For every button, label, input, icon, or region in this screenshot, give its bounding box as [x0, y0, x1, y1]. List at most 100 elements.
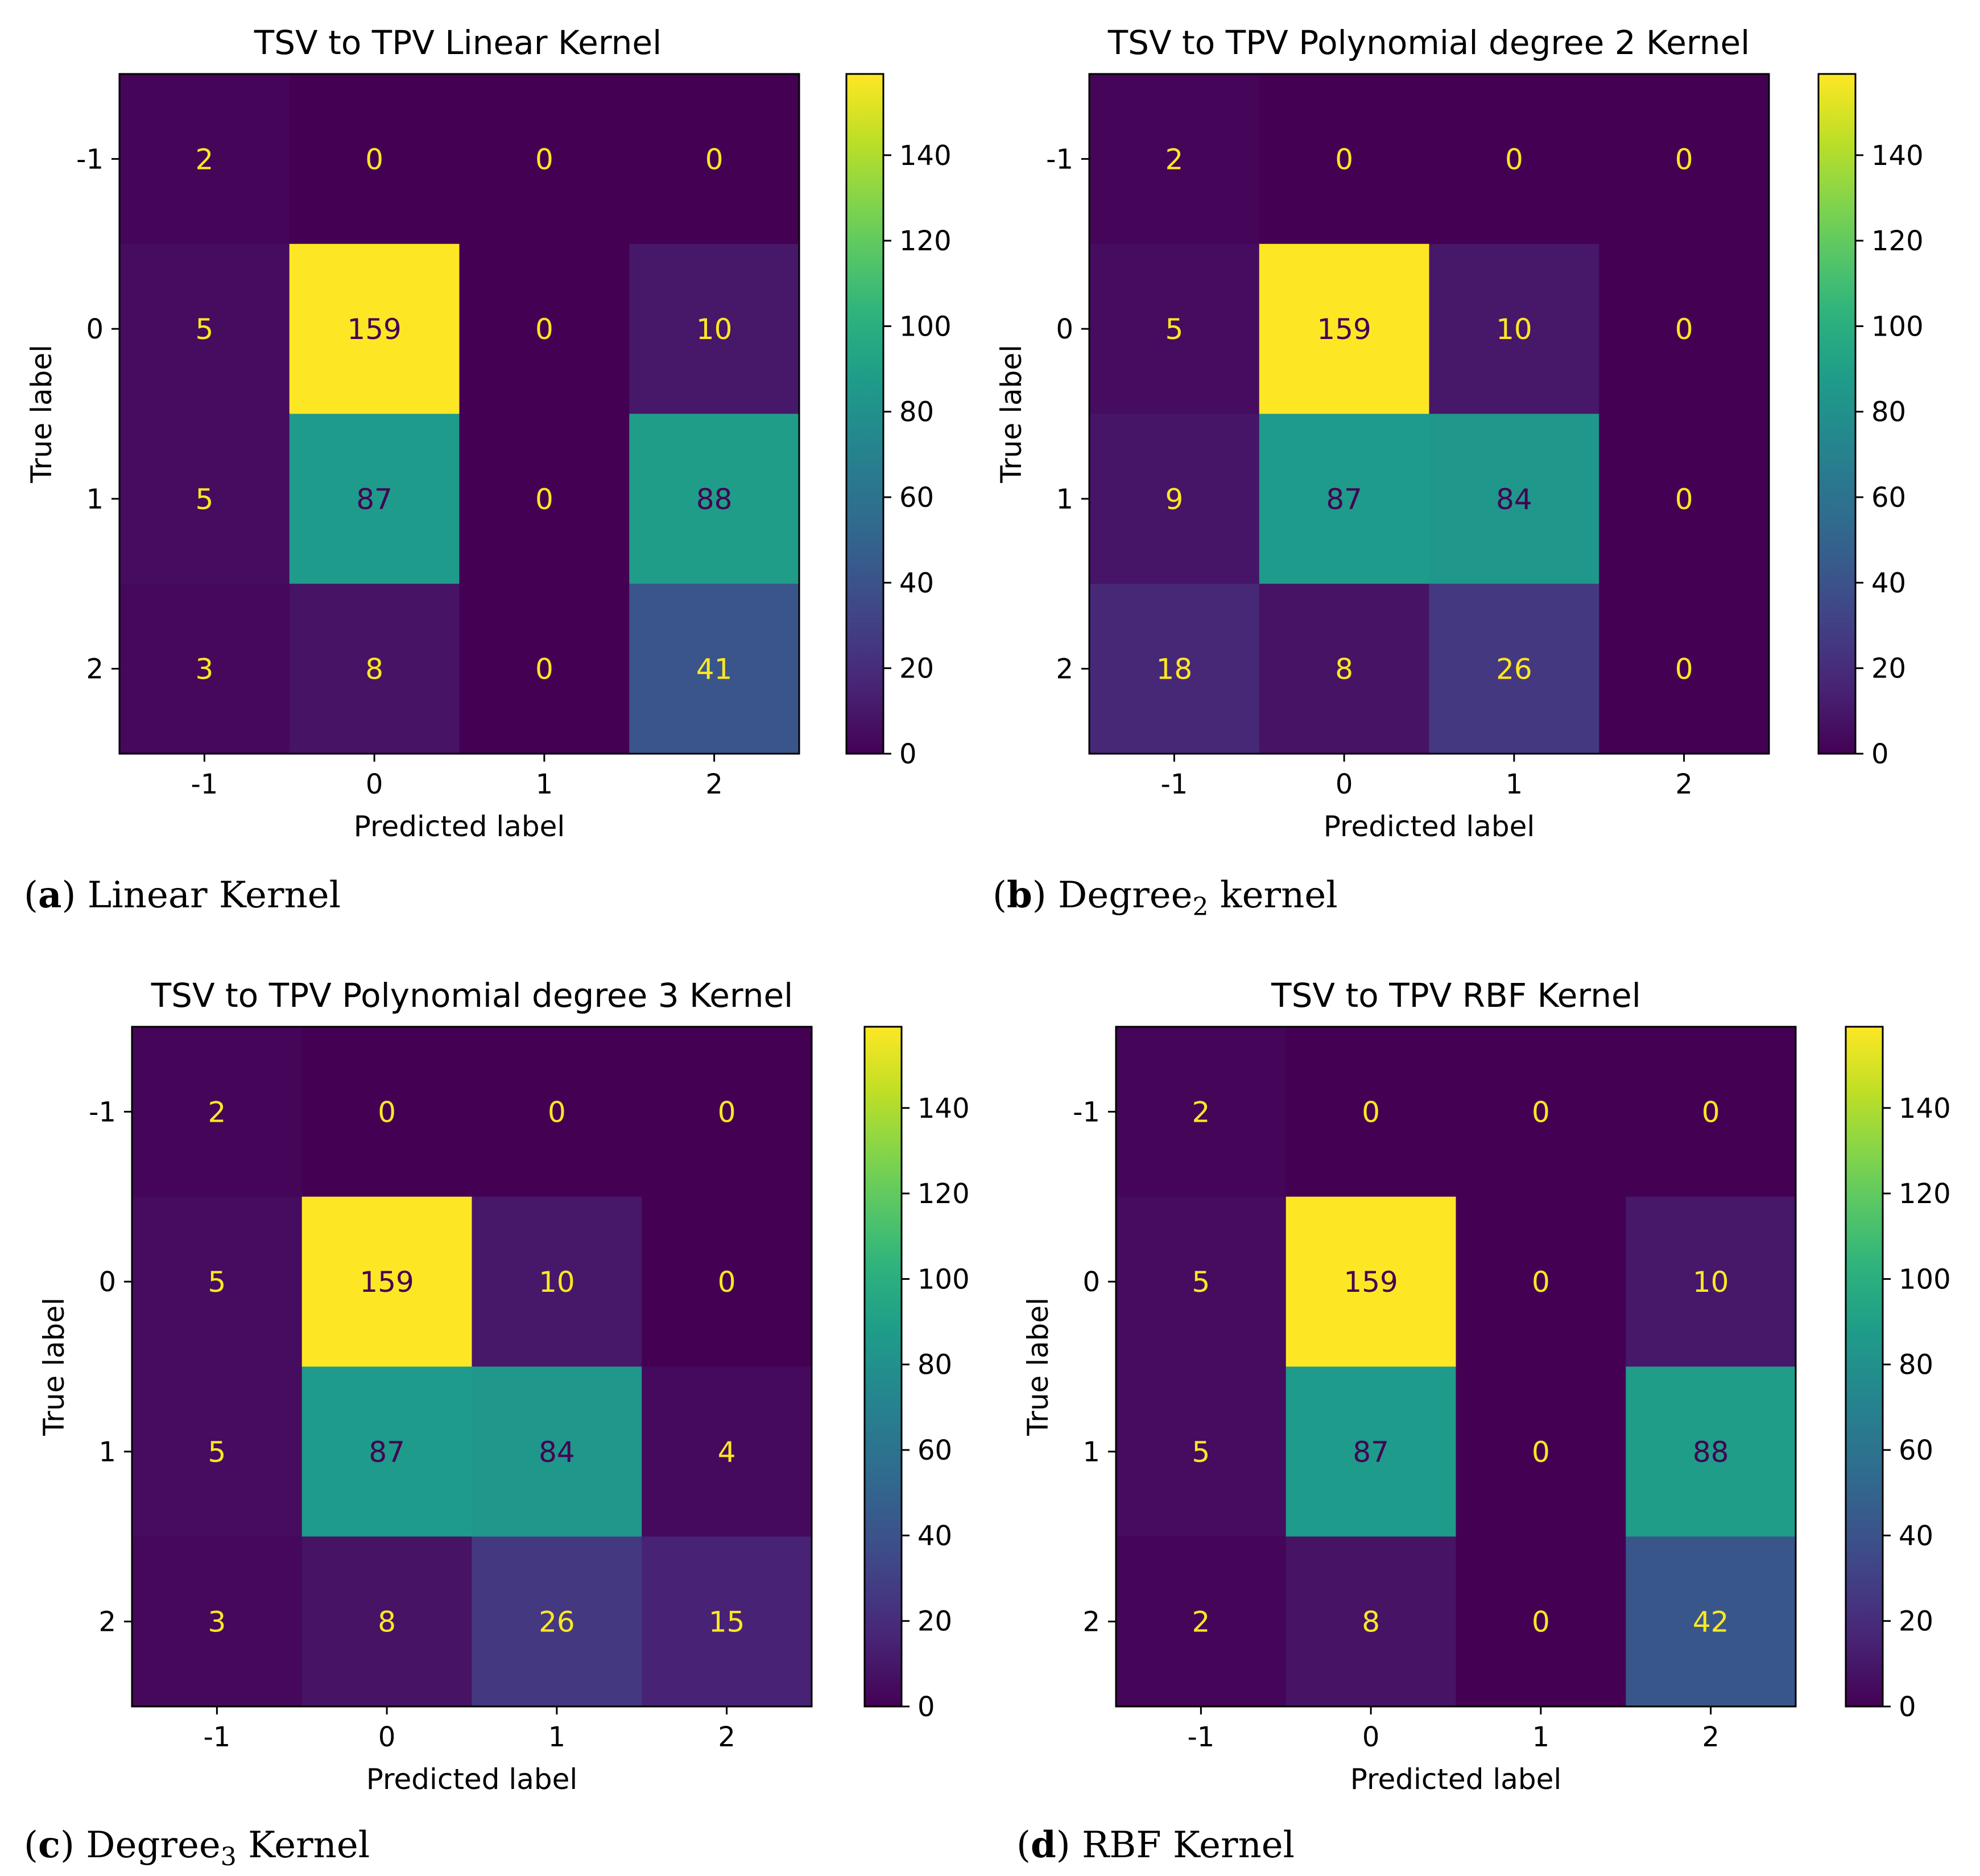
x-tick-label: 1	[1506, 768, 1523, 800]
heatmap-cell	[1429, 243, 1599, 414]
cell-value-label: 84	[539, 1436, 575, 1469]
subfigure-caption: (b) Degree2 kernel	[993, 874, 1338, 922]
heatmap-cell	[472, 1196, 642, 1367]
heatmap-cell	[289, 74, 460, 245]
y-tick-label: 2	[86, 654, 104, 685]
heatmap-cell	[1599, 243, 1770, 414]
colorbar-tick-label: 100	[917, 1263, 970, 1295]
cell-value-label: 2	[195, 143, 213, 176]
colorbar-tick-label: 80	[899, 396, 934, 428]
heatmap-cell	[1089, 74, 1260, 245]
cell-value-label: 0	[1702, 1096, 1720, 1129]
cell-value-label: 5	[208, 1266, 226, 1299]
heatmap-cell	[1456, 1536, 1626, 1707]
colorbar-tick-label: 20	[1899, 1606, 1933, 1638]
cell-value-label: 0	[718, 1266, 736, 1299]
heatmap-cell	[1429, 74, 1599, 245]
colorbar	[863, 1026, 903, 1708]
y-tick-label: 1	[86, 484, 104, 515]
cell-value-label: 2	[1165, 143, 1183, 176]
cell-value-label: 87	[1353, 1436, 1389, 1469]
colorbar-tick-label: 140	[1871, 140, 1924, 172]
colorbar-tick-label: 60	[1899, 1435, 1933, 1466]
x-tick-label: 0	[1336, 768, 1353, 800]
x-axis-label: Predicted label	[1350, 1763, 1562, 1796]
heatmap-cell	[119, 584, 290, 754]
subfigure-caption: (d) RBF Kernel	[1016, 1824, 1295, 1866]
colorbar-tick-label: 20	[899, 653, 934, 685]
colorbar-tick-label: 0	[1871, 738, 1889, 770]
x-tick-label: 2	[1675, 768, 1693, 800]
x-tick-label: -1	[1160, 768, 1188, 800]
subfigure-caption: (a) Linear Kernel	[24, 874, 341, 916]
y-tick-label: 2	[98, 1606, 116, 1638]
heatmap-cell	[1429, 414, 1599, 584]
x-tick-label: 1	[536, 768, 553, 800]
colorbar-tick-label: 100	[899, 311, 952, 342]
colorbar-tick-label: 100	[1899, 1263, 1951, 1295]
y-axis-label: True label	[1022, 1298, 1055, 1436]
colorbar-tick-label: 80	[1899, 1349, 1933, 1381]
chart-title: TSV to TPV Polynomial degree 2 Kernel	[1107, 23, 1750, 62]
colorbar-tick-label: 120	[1899, 1178, 1951, 1210]
cell-value-label: 9	[1165, 483, 1183, 516]
heatmap-cell	[301, 1196, 472, 1367]
heatmap-cell	[1456, 1027, 1626, 1197]
heatmap-cell	[1626, 1027, 1796, 1197]
heatmap-cell	[629, 74, 800, 245]
cell-value-label: 159	[359, 1266, 414, 1299]
colorbar-tick-label: 20	[1871, 653, 1906, 685]
cell-value-label: 87	[356, 483, 392, 516]
heatmap-cell	[301, 1536, 472, 1707]
heatmap-cell	[1089, 584, 1260, 754]
heatmap-cell	[1116, 1366, 1287, 1537]
cell-value-label: 0	[378, 1096, 396, 1129]
cell-value-label: 5	[1192, 1266, 1210, 1299]
heatmap-cell	[132, 1027, 303, 1197]
cell-value-label: 8	[365, 653, 383, 686]
heatmap-cell	[642, 1196, 812, 1367]
heatmap-cell	[1259, 74, 1429, 245]
colorbar-tick-label: 80	[1871, 396, 1906, 428]
cell-value-label: 0	[718, 1096, 736, 1129]
cell-value-label: 4	[718, 1436, 736, 1469]
y-tick-label: -1	[1046, 143, 1073, 175]
colorbar-tick-label: 40	[899, 567, 934, 599]
cell-value-label: 18	[1156, 653, 1193, 686]
heatmap-cell	[1626, 1366, 1796, 1537]
y-tick-label: 1	[1082, 1436, 1100, 1468]
cell-value-label: 0	[1532, 1266, 1550, 1299]
cell-value-label: 159	[347, 313, 401, 346]
cell-value-label: 87	[1326, 483, 1362, 516]
heatmap-cell	[459, 74, 630, 245]
heatmap-frame	[1088, 73, 1770, 755]
y-tick-label: 2	[1056, 654, 1073, 685]
colorbar	[1845, 1026, 1884, 1708]
cell-value-label: 26	[539, 1606, 575, 1639]
colorbar-tick-label: 0	[1899, 1691, 1916, 1723]
colorbar-tick-label: 40	[1899, 1520, 1933, 1552]
colorbar	[845, 73, 884, 755]
x-tick-label: 2	[718, 1721, 735, 1753]
chart-title: TSV to TPV Polynomial degree 3 Kernel	[151, 976, 793, 1015]
heatmap-cell	[472, 1027, 642, 1197]
colorbar-tick-label: 0	[917, 1691, 935, 1723]
heatmap-cell	[1285, 1536, 1456, 1707]
cell-value-label: 88	[1693, 1436, 1729, 1469]
colorbar-tick-label: 120	[899, 225, 952, 257]
cell-value-label: 0	[365, 143, 383, 176]
heatmap-cell	[1456, 1366, 1626, 1537]
y-tick-label: -1	[1073, 1096, 1100, 1128]
cell-value-label: 0	[1675, 313, 1693, 346]
cell-value-label: 0	[535, 143, 553, 176]
y-tick-label: 0	[1056, 313, 1073, 345]
y-tick-label: 1	[98, 1436, 116, 1468]
heatmap-cell	[1259, 243, 1429, 414]
cell-value-label: 0	[1675, 143, 1693, 176]
y-tick-label: -1	[89, 1096, 116, 1128]
x-tick-label: 1	[1532, 1721, 1550, 1753]
colorbar-tick-label: 60	[1871, 482, 1906, 514]
heatmap-cell	[459, 414, 630, 584]
